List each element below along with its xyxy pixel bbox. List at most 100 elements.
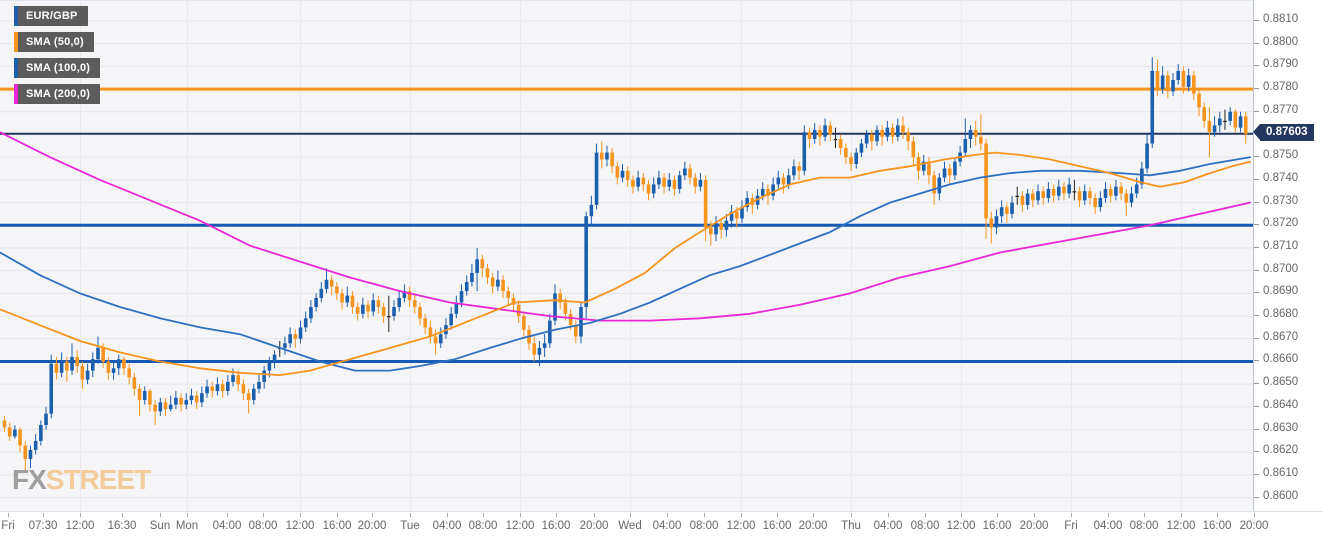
candle-body	[1114, 186, 1118, 196]
candle-body	[506, 291, 511, 298]
price-axis[interactable]: 0.8810 0.8800 0.8790 0.8780 0.8770 0.8750 0.87…	[1253, 0, 1323, 511]
candle-body	[1181, 70, 1186, 87]
candle-body	[1031, 193, 1035, 201]
candle-body	[937, 177, 942, 194]
time-axis-label: Sun	[149, 520, 171, 532]
legend-badge-sma-100-0[interactable]: SMA (100,0)	[14, 58, 101, 78]
candle-body	[1020, 195, 1025, 205]
time-axis-label: 04:00	[1093, 520, 1123, 532]
candle-body	[163, 402, 168, 410]
candle-body	[392, 306, 396, 317]
candle-body	[2, 420, 7, 428]
candle-body	[215, 384, 220, 391]
candle-body	[698, 179, 703, 187]
price-axis-label: 0.8620	[1253, 444, 1299, 457]
candle-body	[324, 279, 329, 289]
candle-body	[174, 397, 178, 405]
candle-body	[454, 302, 459, 314]
candle-body	[760, 188, 765, 196]
candle-body	[75, 356, 80, 367]
candle-body	[984, 143, 988, 219]
candle-body	[516, 304, 521, 317]
candle-body	[953, 161, 957, 176]
time-axis-tick	[263, 513, 264, 517]
candle-body	[226, 381, 230, 391]
candle-body	[579, 306, 583, 337]
legend-badge-sma-200-0[interactable]: SMA (200,0)	[14, 84, 101, 104]
candle-body	[1025, 193, 1030, 205]
candle-body	[350, 295, 355, 307]
candle-body	[28, 450, 33, 460]
time-axis-tick	[777, 513, 778, 517]
candle-body	[1124, 193, 1129, 203]
candle-body	[54, 363, 59, 373]
time-axis-tick	[43, 513, 44, 517]
candle-body	[13, 429, 17, 437]
candle-body	[558, 293, 563, 303]
candle-body	[662, 177, 666, 187]
candle-body	[1134, 184, 1139, 194]
price-axis-label: 0.8790	[1253, 58, 1299, 71]
candle-body	[1041, 191, 1045, 199]
candle-body	[1051, 188, 1056, 196]
candle-body	[496, 279, 500, 287]
candle-body	[236, 375, 241, 385]
candle-body	[1171, 79, 1175, 92]
price-chart-plot-area[interactable]	[0, 0, 1253, 512]
candle-body	[1098, 198, 1103, 208]
candle-body	[1140, 168, 1144, 185]
candle-body	[875, 129, 879, 142]
time-axis-label: 04:00	[432, 520, 462, 532]
candle-body	[340, 293, 344, 303]
candle-body	[412, 300, 417, 307]
candle-body	[979, 136, 983, 144]
candle-body	[745, 198, 749, 208]
candle-body	[532, 343, 537, 355]
price-axis-label: 0.8730	[1253, 194, 1299, 207]
candle-body	[906, 132, 910, 142]
candle-body	[1015, 195, 1020, 197]
sma-line-500	[0, 151, 1251, 377]
legend-badge-eur-gbp[interactable]: EUR/GBP	[14, 6, 88, 26]
candlestick-chart[interactable]	[0, 1, 1253, 512]
candle-body	[1119, 186, 1123, 194]
time-axis-tick	[227, 513, 228, 517]
candle-body	[999, 207, 1004, 217]
candle-body	[433, 336, 438, 344]
candle-body	[96, 347, 100, 360]
candle-body	[1223, 120, 1227, 123]
candle-body	[1160, 75, 1165, 90]
candle-body	[859, 143, 864, 153]
time-axis-tick	[410, 513, 411, 517]
time-axis-tick	[1144, 513, 1145, 517]
candle-body	[376, 300, 381, 307]
time-axis-tick	[160, 513, 161, 517]
candle-body	[895, 125, 900, 137]
time-axis-label: Wed	[618, 520, 642, 532]
candle-body	[142, 390, 147, 401]
time-axis-tick	[80, 513, 81, 517]
candle-body	[127, 368, 131, 378]
candle-body	[184, 400, 189, 405]
candle-body	[672, 179, 677, 189]
candle-body	[1197, 93, 1201, 108]
legend-badge-sma-50-0[interactable]: SMA (50,0)	[14, 32, 94, 52]
time-axis-tick	[483, 513, 484, 517]
candle-body	[849, 157, 853, 164]
candle-body	[802, 132, 807, 171]
candle-body	[911, 141, 916, 158]
candle-body	[1176, 70, 1181, 80]
candle-body	[272, 354, 277, 362]
candle-body	[70, 356, 74, 371]
price-axis-label: 0.8640	[1253, 398, 1299, 411]
candle-body	[573, 325, 578, 337]
time-axis[interactable]: Fri 07:30 12:00 16:30 Sun Mon 04:00 08:00 12:00 1…	[0, 511, 1323, 541]
candle-body	[688, 168, 692, 178]
candle-body	[397, 297, 402, 307]
candle-body	[921, 161, 926, 171]
time-axis-tick	[300, 513, 301, 517]
price-axis-label: 0.8750	[1253, 149, 1299, 162]
candle-body	[864, 134, 869, 144]
time-axis-label: 12:00	[726, 520, 756, 532]
time-axis-label: 12:00	[285, 520, 315, 532]
